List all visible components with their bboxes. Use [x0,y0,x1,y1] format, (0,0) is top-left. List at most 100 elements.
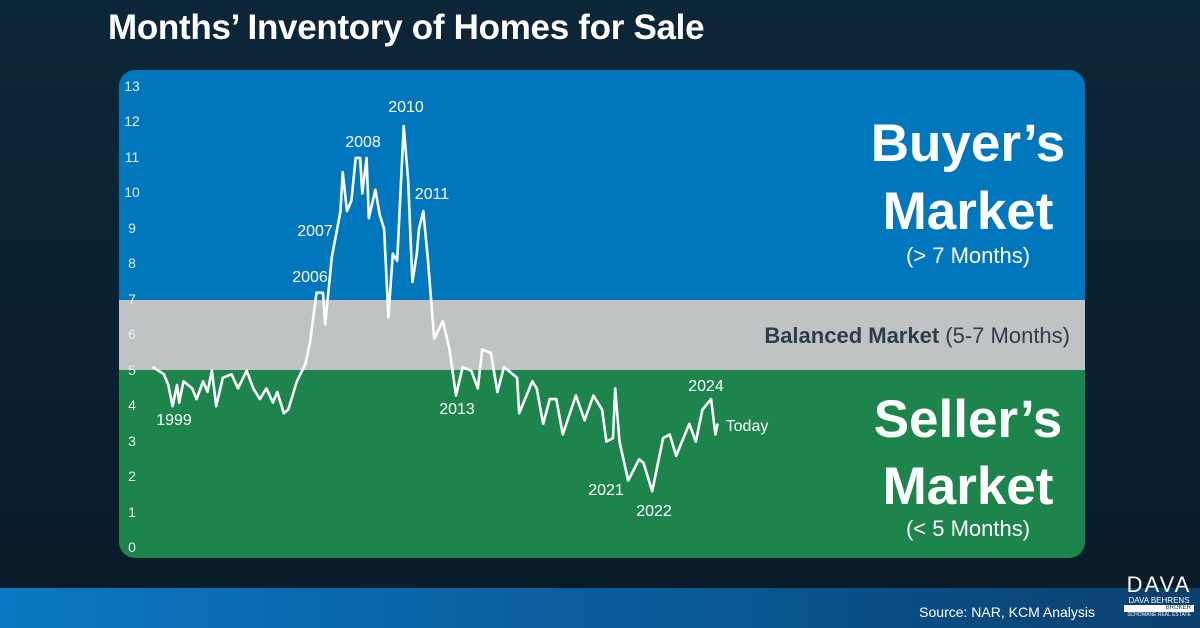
data-point [152,366,154,368]
data-point [481,348,484,351]
data-point [662,437,664,439]
data-point [350,199,353,202]
data-point [202,380,204,383]
annotation-1999: 1999 [156,412,192,429]
data-point [503,366,505,368]
buyers-market-band [119,70,1085,300]
data-point [387,316,390,319]
annotation-2006: 2006 [292,269,328,286]
data-point [230,373,233,376]
data-point [477,387,479,390]
data-point [402,125,405,127]
data-point [309,341,311,344]
data-point [378,213,381,216]
data-point [416,252,418,255]
annotation-2024: 2024 [688,378,724,395]
data-point [418,228,420,230]
data-point [346,210,348,212]
balanced-market-range: (5-7 Months) [939,323,1070,348]
data-point [516,377,518,379]
data-point [675,455,677,457]
data-point [252,387,255,390]
data-point [315,291,318,294]
data-point [531,380,534,383]
data-point [583,419,586,422]
data-point [191,387,193,390]
y-tick-label: 11 [124,148,140,165]
data-point [383,228,385,230]
data-point [265,387,268,390]
logo-line3: BROKER [1124,605,1194,612]
data-point [542,423,544,425]
data-point [283,412,285,415]
data-point [411,281,414,283]
data-point [359,157,361,159]
y-tick-label: 3 [128,432,136,449]
y-tick-label: 6 [128,326,136,343]
data-point [339,210,342,212]
y-tick-label: 10 [124,184,140,201]
data-point [601,408,603,411]
data-point [549,398,551,400]
y-tick-label: 5 [128,361,136,378]
balanced-market-bold: Balanced Market [764,323,940,348]
data-point [171,405,174,408]
buyers-market-title-1: Buyer’s [870,114,1066,173]
data-point [422,210,425,212]
data-point [575,394,577,397]
sellers-market-title-2: Market [882,457,1054,516]
data-point [555,398,558,400]
data-point [448,348,451,351]
data-point [642,462,645,464]
data-point [211,369,213,372]
data-point [392,252,394,255]
data-point [163,373,165,376]
data-point [215,405,217,408]
y-tick-label: 4 [128,397,136,414]
data-point [605,440,608,443]
sellers-market-title-1: Seller’s [873,390,1063,449]
data-point [396,260,399,262]
y-tick-label: 1 [128,503,136,520]
sellers-market-subtitle: (< 5 Months) [905,516,1031,541]
data-point [614,387,616,390]
data-point [455,394,457,397]
data-point [535,387,538,390]
data-point [684,433,686,436]
data-point [368,217,370,219]
data-point [490,352,492,354]
data-point [296,380,298,383]
data-point [562,433,564,436]
annotation-2007: 2007 [297,223,333,240]
annotation-2010: 2010 [388,99,424,116]
annotation-2013: 2013 [439,401,475,418]
data-point [354,157,357,159]
y-tick-label: 8 [128,255,136,272]
data-point [304,362,307,365]
data-point [287,408,289,411]
annotation-2022: 2022 [636,503,672,520]
data-point [322,291,324,294]
balanced-market-label: Balanced Market (5-7 Months) [764,323,1070,349]
data-point [442,320,444,322]
data-point [331,256,333,258]
data-point [237,387,239,390]
data-point [182,380,185,383]
data-point [426,256,429,258]
data-point [651,490,653,493]
annotation-2011: 2011 [414,186,450,203]
buyers-market-subtitle: (> 7 Months) [905,243,1031,268]
chart-panel [119,70,1085,558]
data-point [433,338,436,340]
data-point [701,408,704,411]
y-tick-label: 0 [128,539,136,555]
data-point [518,412,520,415]
data-point [206,391,209,393]
annotation-2021: 2021 [588,482,624,499]
data-point [407,178,409,180]
data-point [374,189,377,191]
annotation-2008: 2008 [345,134,381,151]
data-point [592,394,595,397]
logo-line4: SCHOWANE REAL ESTATE [1127,612,1191,618]
data-point [714,433,717,436]
